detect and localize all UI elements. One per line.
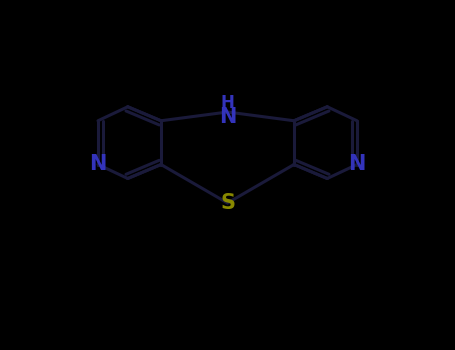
Text: N: N: [349, 154, 366, 175]
Text: N: N: [89, 154, 106, 175]
Text: S: S: [220, 193, 235, 213]
Text: N: N: [219, 107, 236, 127]
Text: H: H: [221, 94, 234, 112]
